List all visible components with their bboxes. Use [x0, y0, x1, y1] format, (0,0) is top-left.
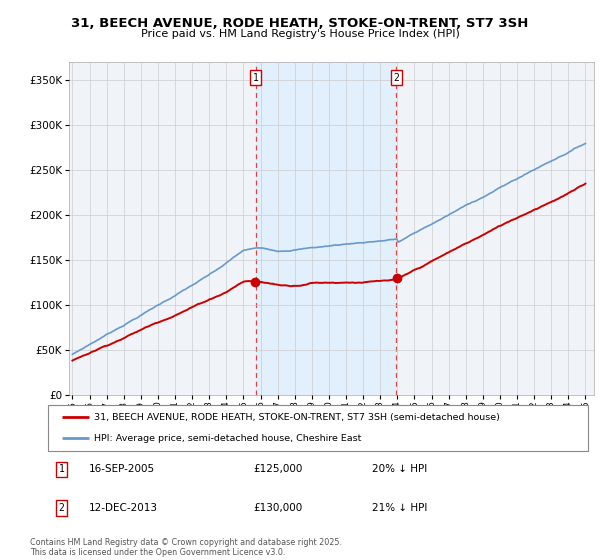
Text: 31, BEECH AVENUE, RODE HEATH, STOKE-ON-TRENT, ST7 3SH: 31, BEECH AVENUE, RODE HEATH, STOKE-ON-T…: [71, 17, 529, 30]
Text: 1: 1: [59, 464, 64, 474]
Text: 2: 2: [394, 73, 400, 83]
Text: £125,000: £125,000: [253, 464, 302, 474]
Text: 21% ↓ HPI: 21% ↓ HPI: [372, 503, 427, 513]
Text: £130,000: £130,000: [253, 503, 302, 513]
Text: 2: 2: [59, 503, 64, 513]
Text: 12-DEC-2013: 12-DEC-2013: [89, 503, 157, 513]
FancyBboxPatch shape: [48, 405, 588, 451]
Text: 1: 1: [253, 73, 259, 83]
Text: 20% ↓ HPI: 20% ↓ HPI: [372, 464, 427, 474]
Text: Price paid vs. HM Land Registry's House Price Index (HPI): Price paid vs. HM Land Registry's House …: [140, 29, 460, 39]
Text: 31, BEECH AVENUE, RODE HEATH, STOKE-ON-TRENT, ST7 3SH (semi-detached house): 31, BEECH AVENUE, RODE HEATH, STOKE-ON-T…: [94, 413, 500, 422]
Text: Contains HM Land Registry data © Crown copyright and database right 2025.
This d: Contains HM Land Registry data © Crown c…: [30, 538, 342, 557]
Text: HPI: Average price, semi-detached house, Cheshire East: HPI: Average price, semi-detached house,…: [94, 434, 361, 443]
Text: 16-SEP-2005: 16-SEP-2005: [89, 464, 155, 474]
Bar: [256, 62, 397, 395]
